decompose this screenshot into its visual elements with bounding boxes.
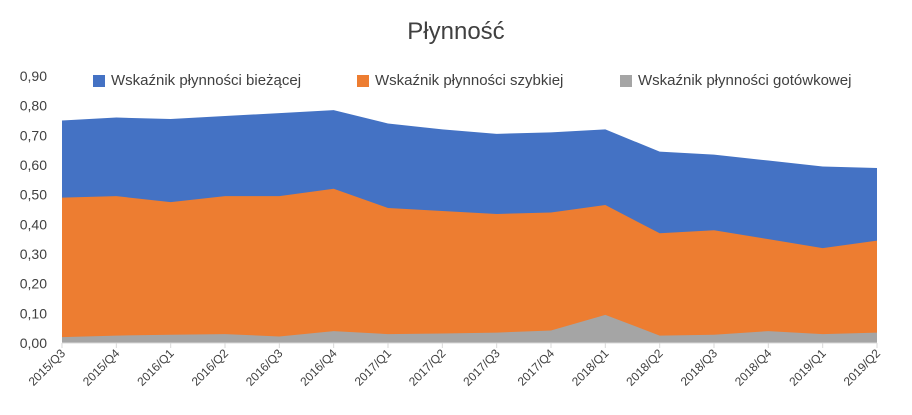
x-tick-label: 2018/Q1 [569,346,612,389]
legend-swatch-quick-ratio [357,74,369,87]
y-tick-label: 0,20 [20,276,47,292]
x-tick-label: 2015/Q3 [26,346,69,389]
area-quick-ratio [62,188,877,343]
x-tick-label: 2017/Q1 [352,346,395,389]
y-tick-label: 0,80 [20,98,47,114]
y-tick-label: 0,90 [20,68,47,84]
legend-item-cash-ratio: Wskaźnik płynności gotówkowej [620,72,851,89]
y-tick-label: 0,40 [20,216,47,232]
x-tick-label: 2017/Q2 [406,346,449,389]
legend-item-quick-ratio: Wskaźnik płynności szybkiej [357,72,563,89]
y-tick-label: 0,50 [20,187,47,203]
y-tick-label: 0,10 [20,305,47,321]
x-tick-label: 2018/Q4 [732,346,775,389]
legend-label-quick-ratio: Wskaźnik płynności szybkiej [375,72,564,89]
legend-label-cash-ratio: Wskaźnik płynności gotówkowej [638,72,852,89]
chart-legend: Wskaźnik płynności bieżącej Wskaźnik pły… [0,72,912,96]
x-tick-label: 2017/Q3 [460,346,503,389]
x-tick-label: 2016/Q3 [243,346,286,389]
legend-item-current-ratio: Wskaźnik płynności bieżącej [93,72,301,89]
legend-label-current-ratio: Wskaźnik płynności bieżącej [111,72,302,89]
legend-swatch-current-ratio [93,74,105,87]
y-tick-label: 0,70 [20,127,47,143]
x-tick-label: 2016/Q4 [297,346,340,389]
x-tick-label: 2018/Q3 [678,346,721,389]
x-tick-label: 2017/Q4 [515,346,558,389]
y-tick-label: 0,60 [20,157,47,173]
x-tick-label: 2019/Q1 [786,346,829,389]
y-tick-label: 0,30 [20,246,47,262]
chart-title: Płynność [407,18,505,45]
x-tick-label: 2015/Q4 [80,346,123,389]
x-tick-label: 2016/Q1 [134,346,177,389]
legend-swatch-cash-ratio [620,74,632,87]
x-tick-label: 2016/Q2 [189,346,232,389]
x-tick-label: 2019/Q2 [841,346,884,389]
x-tick-label: 2018/Q2 [623,346,666,389]
area-cash-ratio [62,314,877,343]
y-tick-label: 0,00 [20,335,47,351]
